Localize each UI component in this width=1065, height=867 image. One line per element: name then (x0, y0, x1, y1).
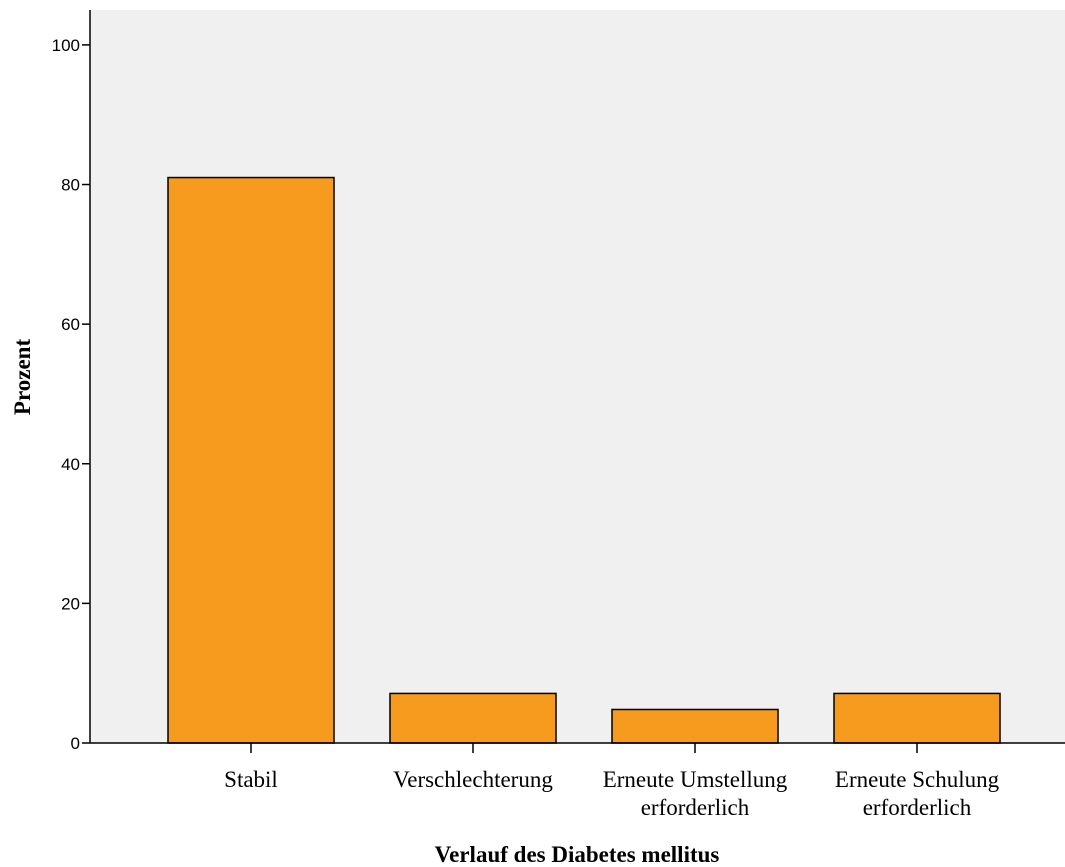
x-axis-title: Verlauf des Diabetes mellitus (435, 842, 720, 867)
bars-group (167, 176, 1001, 744)
bar-0 (167, 176, 335, 744)
y-tick-label: 100 (52, 36, 80, 55)
x-axis: Stabil Verschlechterung Erneute Umstellung… (90, 742, 1065, 820)
bar-2 (611, 708, 779, 744)
y-tick-label: 40 (61, 455, 80, 474)
y-tick-label: 20 (61, 594, 80, 613)
y-axis: 0 20 40 60 80 100 (52, 10, 91, 753)
x-tick-label: Verschlechterung (393, 767, 553, 792)
x-tick-label: Erneute Umstellung erforderlich (603, 767, 788, 820)
x-tick-label: Erneute Schulung erforderlich (835, 767, 1000, 820)
y-tick-label: 80 (61, 176, 80, 195)
y-tick-label: 60 (61, 315, 80, 334)
y-tick-label: 0 (71, 734, 80, 753)
y-axis-title: Prozent (10, 339, 35, 416)
bar-1 (389, 692, 557, 744)
bar-3 (833, 692, 1001, 744)
x-tick-label: Stabil (224, 767, 278, 792)
